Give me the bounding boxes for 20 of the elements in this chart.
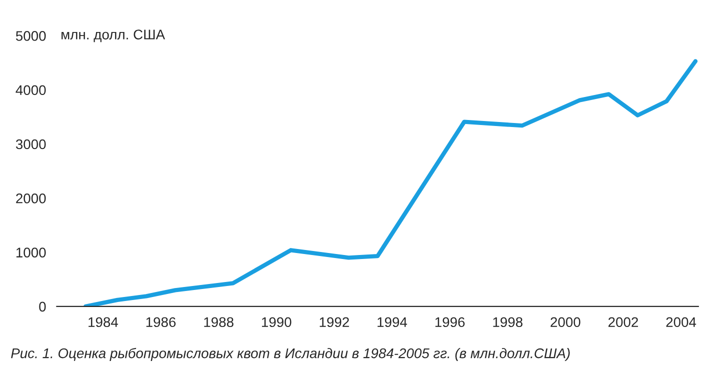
- y-tick-label: 3000: [16, 139, 46, 150]
- x-tick-label: 1990: [262, 317, 292, 328]
- x-tick-label: 2004: [666, 317, 696, 328]
- x-tick-label: 1998: [493, 317, 522, 328]
- x-tick-label: 1996: [435, 317, 465, 328]
- x-tick-label: 2000: [550, 317, 580, 328]
- x-tick-label: 2002: [608, 317, 638, 328]
- y-axis-title: млн. долл. США: [62, 30, 166, 42]
- line-series: [84, 59, 698, 306]
- y-tick-label: 4000: [16, 85, 46, 96]
- x-tick-label: 1992: [320, 317, 349, 328]
- x-tick-label: 1986: [146, 317, 176, 328]
- y-tick-label: 5000: [16, 31, 46, 41]
- y-tick-label: 2000: [16, 193, 46, 204]
- y-tick-label: 1000: [16, 248, 46, 258]
- x-tick-label: 1984: [88, 317, 118, 328]
- y-tick-label: 0: [39, 302, 46, 312]
- x-tick-label: 1994: [378, 317, 408, 328]
- text: Рис. 1. Оценка рыбопромысловых квот в Исландии в 1984-2005 гг. (в млн.долл.США): [11, 348, 570, 361]
- x-tick-label: 1988: [204, 317, 234, 328]
